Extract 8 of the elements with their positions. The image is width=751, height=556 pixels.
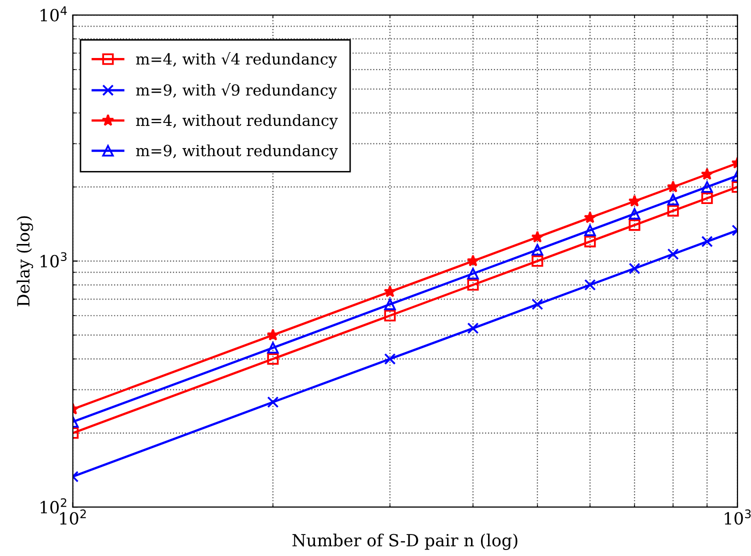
y-axis-title: Delay (log): [16, 216, 34, 306]
y-tick-label: 10$^{3}$: [40, 252, 67, 268]
legend-label: m=4, without redundancy: [136, 114, 338, 130]
legend-label: m=9, with √9 redundancy: [136, 83, 337, 99]
x-axis-title: Number of S-D pair n (log): [292, 534, 518, 550]
legend-label: m=9, without redundancy: [136, 144, 338, 160]
y-tick-label: 10$^{4}$: [40, 6, 67, 22]
legend-label: m=4, with √4 redundancy: [136, 52, 337, 68]
